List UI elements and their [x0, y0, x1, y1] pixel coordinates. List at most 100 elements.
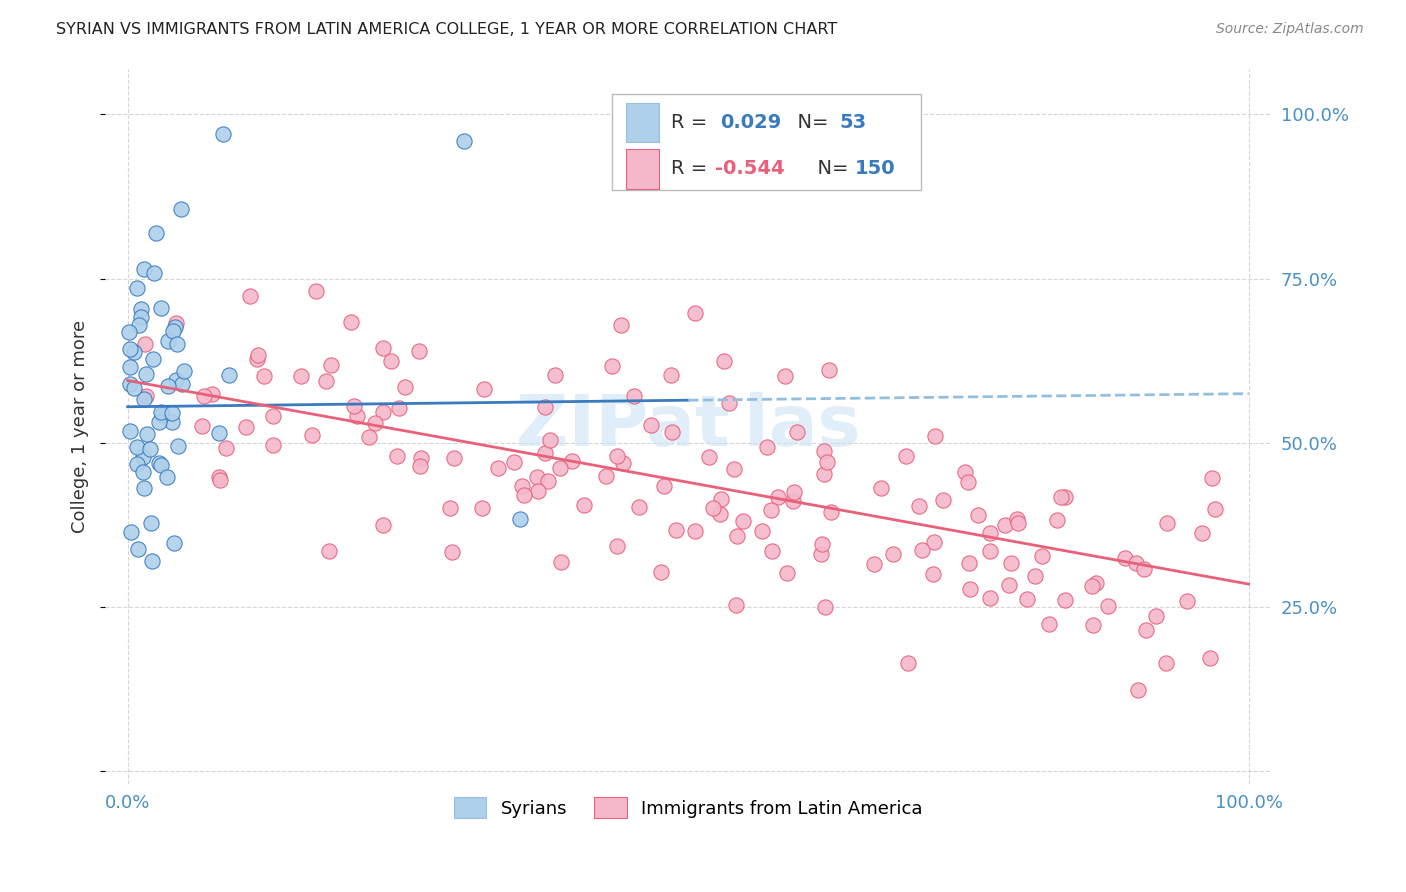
Point	[1191, 526, 1213, 541]
Point	[911, 543, 934, 558]
Point	[131, 466, 153, 480]
Point	[162, 324, 184, 338]
Point	[1005, 512, 1028, 526]
Point	[371, 517, 394, 532]
Point	[534, 446, 557, 460]
Point	[118, 343, 141, 357]
Point	[957, 556, 980, 570]
Point	[527, 483, 550, 498]
Point	[148, 415, 170, 429]
Point	[731, 514, 754, 528]
Point	[640, 417, 662, 432]
Point	[301, 428, 323, 442]
Point	[1049, 490, 1071, 504]
Point	[235, 420, 257, 434]
Point	[534, 400, 557, 414]
Point	[1175, 594, 1198, 608]
Point	[768, 490, 790, 504]
Point	[408, 458, 430, 473]
Point	[387, 449, 409, 463]
Point	[544, 368, 567, 383]
Point	[537, 474, 560, 488]
Point	[776, 566, 799, 580]
Point	[1204, 501, 1226, 516]
Point	[127, 457, 149, 471]
Point	[503, 455, 526, 469]
Point	[262, 438, 284, 452]
Point	[472, 382, 495, 396]
Point	[253, 368, 276, 383]
Point	[510, 479, 533, 493]
Point	[572, 499, 595, 513]
Point	[659, 368, 682, 382]
Point	[1135, 623, 1157, 637]
Point	[1054, 491, 1077, 505]
Point	[1081, 617, 1104, 632]
Point	[775, 368, 797, 383]
Point	[725, 529, 748, 543]
Point	[215, 441, 238, 455]
Point	[512, 488, 534, 502]
Point	[150, 408, 173, 422]
Point	[650, 565, 672, 579]
Point	[979, 591, 1001, 605]
Point	[956, 475, 979, 489]
Point	[166, 336, 188, 351]
Point	[239, 289, 262, 303]
Point	[156, 379, 179, 393]
Point	[165, 316, 187, 330]
Point	[441, 544, 464, 558]
Point	[1038, 617, 1060, 632]
Point	[139, 516, 162, 530]
Point	[127, 281, 149, 295]
Point	[1081, 579, 1104, 593]
Point	[595, 469, 617, 483]
Point	[163, 536, 186, 550]
Point	[561, 454, 583, 468]
Point	[136, 427, 159, 442]
Point	[810, 547, 832, 561]
FancyBboxPatch shape	[626, 103, 659, 142]
Point	[208, 473, 231, 487]
Text: SYRIAN VS IMMIGRANTS FROM LATIN AMERICA COLLEGE, 1 YEAR OR MORE CORRELATION CHAR: SYRIAN VS IMMIGRANTS FROM LATIN AMERICA …	[56, 22, 838, 37]
Point	[127, 440, 149, 454]
Point	[162, 407, 184, 421]
Point	[550, 555, 572, 569]
Point	[246, 348, 269, 362]
Point	[453, 134, 475, 148]
Text: Source: ZipAtlas.com: Source: ZipAtlas.com	[1216, 22, 1364, 37]
Point	[172, 377, 194, 392]
Point	[683, 524, 706, 539]
Point	[526, 470, 548, 484]
Point	[150, 458, 173, 472]
Y-axis label: College, 1 year or more: College, 1 year or more	[72, 320, 89, 533]
Point	[1156, 516, 1178, 531]
Point	[394, 380, 416, 394]
Point	[128, 318, 150, 333]
Point	[908, 499, 931, 513]
Point	[318, 544, 340, 558]
Point	[118, 424, 141, 438]
Text: ZIPat las: ZIPat las	[516, 392, 860, 461]
Point	[979, 544, 1001, 558]
Point	[118, 325, 141, 339]
Point	[870, 481, 893, 495]
Point	[129, 302, 152, 317]
Point	[1198, 651, 1220, 665]
Point	[994, 517, 1017, 532]
Point	[173, 363, 195, 377]
Point	[606, 539, 628, 553]
Point	[305, 284, 328, 298]
Point	[1053, 593, 1076, 607]
Text: 0.029: 0.029	[720, 113, 780, 132]
Point	[813, 444, 835, 458]
Point	[339, 315, 361, 329]
FancyBboxPatch shape	[613, 94, 921, 190]
Point	[208, 470, 231, 484]
Point	[120, 524, 142, 539]
Point	[486, 460, 509, 475]
Point	[169, 202, 191, 216]
Point	[409, 450, 432, 465]
Point	[922, 534, 945, 549]
Point	[134, 392, 156, 407]
